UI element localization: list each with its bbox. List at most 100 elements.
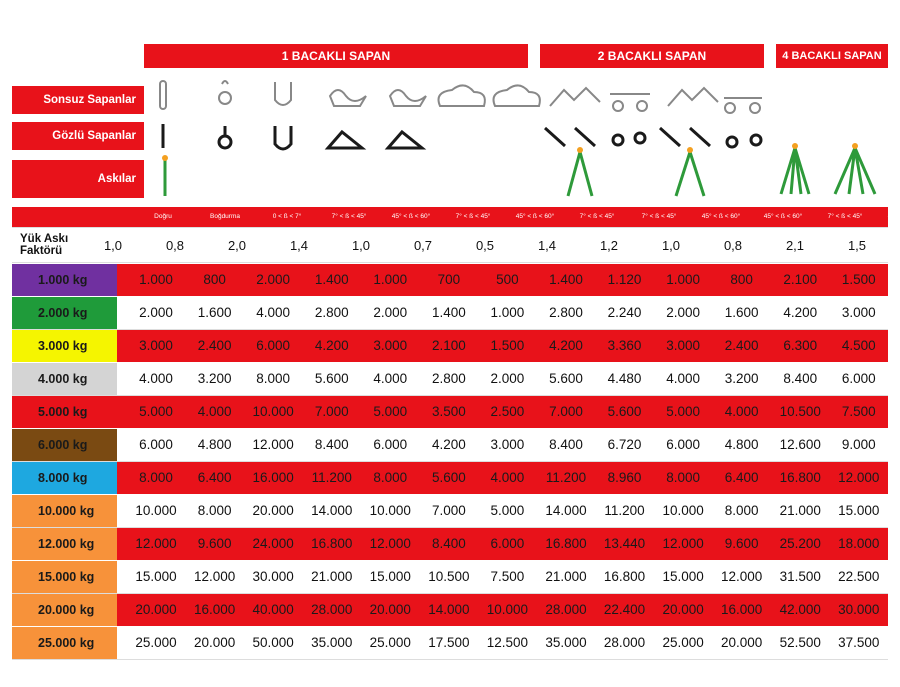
- table-cell: 1.600: [724, 305, 759, 320]
- table-cell: 35.000: [311, 635, 353, 650]
- table-cell: 9.600: [197, 536, 232, 551]
- load-factor-value: 1,5: [847, 237, 867, 253]
- table-cell: 12.000: [369, 536, 411, 551]
- table-cell: 16.000: [193, 602, 236, 617]
- table-cell: 35.000: [545, 635, 587, 650]
- subheader-cell: 45° < ß < 60°: [887, 213, 900, 220]
- endless-cloud-icon-1: [437, 84, 486, 107]
- table-cell: 2.100: [783, 272, 818, 287]
- table-cell: 17.500: [428, 635, 470, 650]
- capacity-class-label: 5.000 kg: [12, 396, 118, 428]
- load-factor-value: 2,1: [785, 237, 805, 253]
- table-cell: 22.400: [603, 602, 646, 617]
- table-cell: 4.000: [139, 371, 173, 386]
- table-cell: 12.600: [779, 437, 821, 452]
- table-cell: 6.000: [841, 371, 876, 386]
- table-cell: 52.500: [779, 635, 821, 650]
- table-cell: 6.000: [490, 536, 525, 551]
- table-cell: 21.000: [779, 503, 821, 518]
- table-cell: 7.000: [549, 404, 583, 419]
- table-cell: 10.000: [369, 503, 411, 518]
- capacity-class-label: 20.000 kg: [12, 594, 118, 626]
- table-cell: 800: [730, 272, 753, 287]
- table-cell: 2.400: [724, 338, 759, 353]
- endless-angle-icon-2: [388, 89, 427, 107]
- endless-2leg-icon-1: [549, 86, 601, 107]
- table-cell: 4.000: [197, 404, 232, 419]
- table-cell: 15.000: [838, 503, 880, 518]
- subheader-cell: 7° < ß < 45°: [331, 213, 367, 220]
- capacity-class-label: 1.000 kg: [12, 264, 118, 296]
- table-cell: 15.000: [369, 569, 411, 584]
- capacity-class-label: 25.000 kg: [12, 627, 118, 659]
- table-cell: 21.000: [311, 569, 353, 584]
- table-cell: 16.800: [545, 536, 587, 551]
- load-factor-value: 1,2: [599, 237, 619, 253]
- table-cell: 5.600: [314, 371, 349, 386]
- table-cell: 5.600: [431, 470, 466, 485]
- table-row: 10.000 kg 10.000 8.000 20.000 14.000 10.000 7.…: [12, 495, 888, 528]
- table-cell: 25.000: [662, 635, 704, 650]
- table-cell: 12.000: [838, 470, 880, 485]
- table-cell: 3.360: [607, 338, 642, 353]
- load-factor-value: 0,7: [413, 237, 433, 253]
- table-cell: 1.120: [607, 272, 642, 287]
- table-cell: 4.800: [197, 437, 232, 452]
- table-cell: 4.480: [607, 371, 642, 386]
- group-header-2-leg: 2 BACAKLI SAPAN: [540, 44, 764, 68]
- table-cell: 8.400: [314, 437, 349, 452]
- table-cell: 10.000: [135, 503, 177, 518]
- capacity-class-label: 2.000 kg: [12, 297, 118, 329]
- table-row: 3.000 kg 3.000 2.400 6.000 4.200 3.000 2.100 1.…: [12, 330, 888, 363]
- table-cell: 5.000: [666, 404, 700, 419]
- table-cell: 25.000: [369, 635, 411, 650]
- eye-angle-icon-1: [324, 129, 367, 150]
- table-cell: 14.000: [311, 503, 353, 518]
- table-cell: 28.000: [603, 635, 646, 650]
- table-cell: 12.000: [135, 536, 177, 551]
- capacity-class-label: 8.000 kg: [12, 462, 118, 494]
- table-cell: 10.000: [662, 503, 704, 518]
- table-cell: 5.600: [607, 404, 642, 419]
- table-cell: 12.000: [252, 437, 294, 452]
- table-cell: 800: [203, 272, 226, 287]
- table-cell: 3.200: [724, 371, 759, 386]
- table-cell: 6.000: [373, 437, 408, 452]
- table-cell: 2.240: [607, 305, 642, 320]
- table-cell: 10.000: [486, 602, 529, 617]
- table-cell: 6.000: [256, 338, 291, 353]
- table-cell: 20.000: [252, 503, 294, 518]
- table-cell: 3.500: [431, 404, 466, 419]
- hanger-4leg-icon-1: [779, 147, 811, 195]
- table-cell: 8.000: [724, 503, 759, 518]
- table-cell: 8.400: [783, 371, 818, 386]
- endless-choke-icon: [218, 91, 232, 105]
- angle-subheader: Doğru Boğdurma 0 < ß < 7° 7° < ß < 45° 4…: [12, 207, 900, 227]
- eye-angle-icon-2: [384, 129, 427, 150]
- table-cell: 37.500: [838, 635, 880, 650]
- table-cell: 1.000: [490, 305, 525, 320]
- endless-2leg-icon-3: [667, 86, 719, 107]
- table-cell: 8.960: [607, 470, 642, 485]
- table-cell: 2.800: [549, 305, 583, 320]
- table-cell: 18.000: [838, 536, 880, 551]
- table-cell: 1.400: [549, 272, 583, 287]
- table-cell: 4.000: [724, 404, 759, 419]
- table-cell: 30.000: [252, 569, 294, 584]
- table-cell: 8.000: [139, 470, 173, 485]
- table-cell: 28.000: [311, 602, 353, 617]
- table-cell: 1.600: [197, 305, 232, 320]
- table-cell: 13.440: [603, 536, 646, 551]
- table-cell: 3.000: [490, 437, 525, 452]
- row-type-hangers: Askılar: [12, 160, 144, 198]
- table-cell: 3.000: [666, 338, 700, 353]
- row-type-eye-slings: Gözlü Sapanlar: [12, 122, 144, 150]
- endless-straight-icon: [159, 80, 167, 110]
- table-cell: 700: [437, 272, 461, 287]
- load-factor-value: 1,0: [351, 237, 371, 253]
- eye-2leg-icon-4: [749, 133, 763, 147]
- subheader-cell: 45° < ß < 60°: [763, 213, 803, 220]
- subheader-cell: Boğdurma: [210, 213, 240, 220]
- load-factor-value: 1,4: [289, 237, 309, 253]
- table-cell: 4.000: [666, 371, 700, 386]
